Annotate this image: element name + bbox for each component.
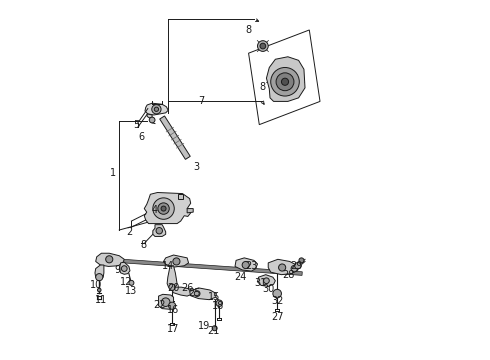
- Text: 26: 26: [181, 283, 194, 293]
- Circle shape: [156, 228, 163, 234]
- Circle shape: [258, 41, 268, 51]
- Polygon shape: [267, 57, 305, 102]
- Text: 1: 1: [110, 168, 116, 178]
- Polygon shape: [167, 266, 177, 289]
- Text: 27: 27: [271, 312, 283, 322]
- Text: 2: 2: [126, 227, 132, 237]
- Text: 31: 31: [254, 278, 267, 288]
- Circle shape: [122, 266, 127, 271]
- Polygon shape: [159, 294, 173, 309]
- Circle shape: [264, 278, 270, 284]
- Text: 15: 15: [208, 292, 221, 302]
- Circle shape: [276, 73, 294, 91]
- Polygon shape: [187, 208, 193, 213]
- Text: 21: 21: [208, 326, 220, 336]
- Text: 14: 14: [162, 261, 174, 271]
- Text: 11: 11: [95, 295, 107, 305]
- Circle shape: [291, 265, 297, 272]
- Text: 30: 30: [263, 284, 275, 294]
- Polygon shape: [119, 262, 130, 274]
- Text: 18: 18: [212, 301, 224, 311]
- Polygon shape: [153, 225, 166, 237]
- Polygon shape: [98, 257, 302, 275]
- Text: 7: 7: [198, 96, 204, 107]
- Text: 25: 25: [188, 288, 200, 297]
- Polygon shape: [160, 116, 190, 159]
- Text: 32: 32: [271, 296, 284, 306]
- Polygon shape: [190, 288, 217, 300]
- Text: 28: 28: [282, 270, 295, 280]
- Text: 8: 8: [259, 82, 265, 92]
- Text: 20: 20: [168, 283, 180, 293]
- Polygon shape: [258, 275, 275, 287]
- Circle shape: [129, 280, 134, 285]
- Circle shape: [173, 258, 180, 265]
- Text: 8: 8: [140, 240, 146, 250]
- Polygon shape: [95, 265, 104, 279]
- Circle shape: [279, 264, 286, 271]
- Text: 3: 3: [194, 162, 200, 172]
- Text: 29: 29: [290, 261, 302, 271]
- Text: 24: 24: [234, 272, 246, 282]
- Circle shape: [161, 206, 166, 211]
- Circle shape: [149, 117, 155, 123]
- Circle shape: [260, 43, 266, 49]
- Text: 12: 12: [120, 277, 133, 287]
- Polygon shape: [144, 193, 191, 224]
- Circle shape: [96, 274, 103, 281]
- Text: 13: 13: [124, 287, 137, 296]
- Text: 5: 5: [134, 120, 140, 130]
- Text: 19: 19: [198, 321, 210, 332]
- Polygon shape: [268, 259, 298, 275]
- Circle shape: [270, 67, 299, 96]
- Circle shape: [273, 289, 281, 298]
- Circle shape: [216, 300, 222, 306]
- Text: 17: 17: [167, 324, 179, 334]
- Circle shape: [152, 105, 161, 114]
- Circle shape: [242, 261, 249, 269]
- Circle shape: [169, 302, 176, 309]
- Text: 6: 6: [138, 132, 145, 142]
- Polygon shape: [164, 255, 189, 267]
- Circle shape: [294, 262, 301, 269]
- Text: 4: 4: [152, 205, 158, 215]
- Circle shape: [212, 326, 217, 331]
- Text: 9: 9: [114, 265, 121, 275]
- Circle shape: [158, 203, 169, 214]
- Circle shape: [154, 107, 159, 111]
- Text: 10: 10: [90, 280, 102, 291]
- Circle shape: [299, 258, 304, 263]
- Text: 16: 16: [167, 305, 179, 315]
- Text: 23: 23: [245, 261, 257, 271]
- Polygon shape: [178, 194, 183, 199]
- Circle shape: [161, 298, 170, 306]
- Polygon shape: [96, 253, 124, 266]
- Circle shape: [153, 198, 174, 219]
- Polygon shape: [147, 114, 152, 118]
- Polygon shape: [235, 258, 258, 271]
- Circle shape: [169, 284, 175, 291]
- Polygon shape: [173, 287, 193, 296]
- Text: 8: 8: [245, 25, 252, 35]
- Text: 22: 22: [154, 300, 166, 310]
- Circle shape: [194, 291, 200, 296]
- Polygon shape: [248, 30, 320, 125]
- Circle shape: [106, 256, 113, 263]
- Circle shape: [281, 78, 289, 85]
- Circle shape: [98, 288, 101, 292]
- Polygon shape: [145, 103, 168, 115]
